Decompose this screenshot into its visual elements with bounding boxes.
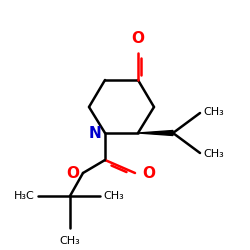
Text: H₃C: H₃C xyxy=(14,191,35,201)
Polygon shape xyxy=(138,130,173,136)
Text: CH₃: CH₃ xyxy=(203,149,224,159)
Text: CH₃: CH₃ xyxy=(60,236,80,246)
Text: O: O xyxy=(142,166,155,182)
Text: O: O xyxy=(66,166,79,182)
Text: O: O xyxy=(132,31,144,46)
Text: CH₃: CH₃ xyxy=(203,107,224,117)
Text: N: N xyxy=(88,126,101,142)
Text: CH₃: CH₃ xyxy=(103,191,124,201)
